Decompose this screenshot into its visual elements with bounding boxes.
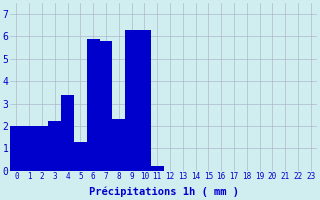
Bar [125, 30, 138, 171]
X-axis label: Précipitations 1h ( mm ): Précipitations 1h ( mm ) [89, 187, 239, 197]
Bar [87, 39, 100, 171]
Bar [74, 142, 87, 171]
Bar [100, 41, 112, 171]
Bar [112, 119, 125, 171]
Bar [36, 126, 48, 171]
Bar [151, 166, 164, 171]
Bar [23, 126, 36, 171]
Bar [138, 30, 151, 171]
Bar [61, 95, 74, 171]
Bar [48, 121, 61, 171]
Bar [10, 126, 23, 171]
